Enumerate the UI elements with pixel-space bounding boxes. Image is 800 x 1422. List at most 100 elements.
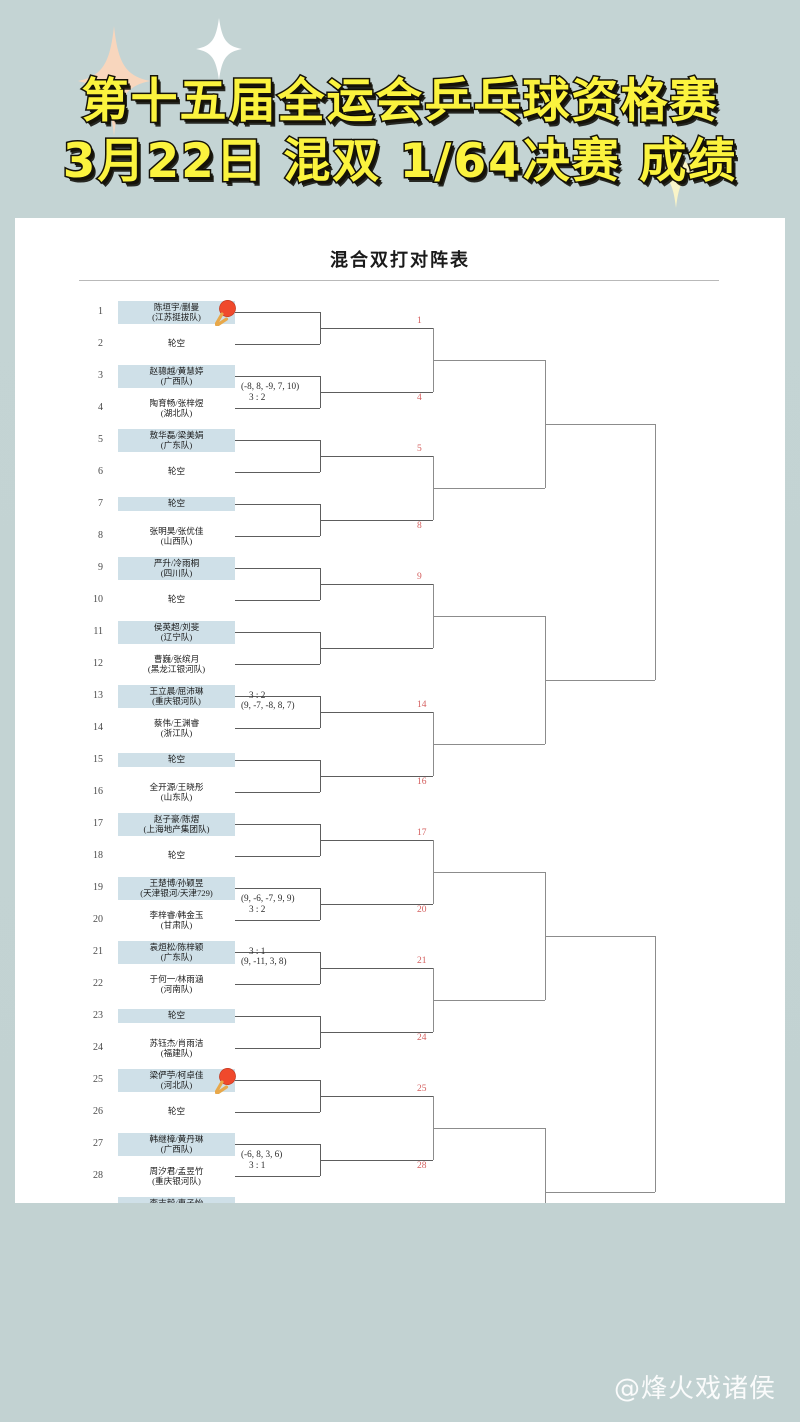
bracket-line — [320, 1032, 433, 1033]
bracket-entry-bye: 轮空 — [118, 337, 235, 351]
entry-players: 曹巍/张缤月 — [153, 653, 200, 664]
entry-players: 王立晨/屈沛琳 — [149, 685, 204, 696]
bracket-line — [320, 1160, 433, 1161]
match-set-score: 3 : 2 — [249, 904, 266, 914]
bracket-line — [235, 1176, 320, 1177]
entry-players: 张明昊/张优佳 — [149, 525, 204, 536]
winner-seed-label: 4 — [417, 393, 422, 403]
match-game-scores: (-8, 8, -9, 7, 10) — [241, 381, 300, 391]
winner-seed-label: 28 — [417, 1161, 427, 1171]
seed-number: 16 — [93, 786, 103, 797]
entry-team: (山东队) — [160, 792, 193, 802]
seed-number: 20 — [93, 914, 103, 925]
seed-number: 5 — [98, 434, 103, 445]
bracket-line — [320, 328, 433, 329]
ping-pong-paddle-icon — [214, 299, 237, 327]
bracket-line — [235, 1080, 320, 1081]
bracket-entry: 侯英超/刘斐 (辽宁队) — [118, 620, 235, 644]
seed-number: 23 — [93, 1010, 103, 1021]
entry-team: (江苏挺拔队) — [152, 312, 201, 322]
bracket-line — [655, 424, 656, 680]
seed-number: 2 — [98, 338, 103, 349]
entry-players: 王楚博/孙颖昱 — [149, 877, 204, 888]
bracket-line — [320, 712, 433, 713]
bracket-line — [235, 408, 320, 409]
winner-seed-label: 21 — [417, 956, 427, 966]
tournament-bracket: 1 陈垣宇/蒯曼 (江苏挺拔队) 2 轮空 3 赵骢越/黄慧婷 (广西队) 4 陶育畅/张梓煜 (湖… — [15, 288, 785, 1203]
bracket-entry: 严升/冷雨桐 (四川队) — [118, 556, 235, 580]
bracket-line — [320, 904, 433, 905]
winner-seed-label: 8 — [417, 521, 422, 531]
match-game-scores: (9, -6, -7, 9, 9) — [241, 893, 295, 903]
winner-seed-label: 17 — [417, 828, 427, 838]
bracket-entry: 韩继樟/黄丹琳 (广西队) — [118, 1132, 235, 1156]
entry-team: (广西队) — [160, 376, 193, 386]
bracket-line — [235, 312, 320, 313]
entry-players: 赵骢越/黄慧婷 — [149, 365, 204, 376]
seed-number: 29 — [81, 1202, 103, 1203]
bracket-line — [235, 536, 320, 537]
bracket-line — [235, 856, 320, 857]
bracket-line — [235, 344, 320, 345]
entry-players: 蔡伟/王渊睿 — [153, 717, 200, 728]
bracket-line — [235, 696, 320, 697]
bracket-line — [235, 632, 320, 633]
bracket-entry: 李志毅/惠子怡(江西银河队) — [118, 1196, 235, 1204]
entry-players: 袁烜松/陈梓颖 — [149, 941, 204, 952]
bracket-line — [545, 424, 655, 425]
match-game-scores: (9, -7, -8, 8, 7) — [241, 700, 295, 710]
seed-number: 15 — [93, 754, 103, 765]
entry-players: 韩继樟/黄丹琳 — [149, 1133, 204, 1144]
bracket-line — [320, 648, 433, 649]
match-set-score: 3 : 2 — [249, 392, 266, 402]
bracket-entry: 梁俨苧/柯卓佳 (河北队) — [118, 1068, 235, 1092]
bracket-line — [235, 760, 320, 761]
seed-number: 9 — [98, 562, 103, 573]
bracket-line — [320, 1096, 433, 1097]
bracket-entry: 于何一/林雨涵 (河南队) — [118, 973, 235, 996]
bracket-line — [235, 664, 320, 665]
entry-players: 侯英超/刘斐 — [153, 621, 200, 632]
entry-team: (四川队) — [160, 568, 193, 578]
ping-pong-paddle-icon — [214, 1067, 237, 1095]
match-set-score: 3 : 1 — [249, 1160, 266, 1170]
bracket-entry-bye: 轮空 — [118, 849, 235, 863]
bracket-line — [235, 888, 320, 889]
bracket-line — [433, 1128, 545, 1129]
seed-number: 26 — [93, 1106, 103, 1117]
document-title: 混合双打对阵表 — [330, 250, 470, 270]
bracket-document-card: 混合双打对阵表 1 陈垣宇/蒯曼 (江苏挺拔队) 2 轮空 3 赵骢越/黄慧婷 (广西队) 4 陶… — [15, 218, 785, 1203]
entry-players: 陈垣宇/蒯曼 — [153, 301, 200, 312]
bracket-line — [320, 392, 433, 393]
bracket-line — [320, 968, 433, 969]
seed-number: 8 — [98, 530, 103, 541]
title-banner: 第十五届全运会乒乓球资格赛 3月22日 混双 1/64决赛 成绩 — [0, 0, 800, 218]
bracket-line — [433, 872, 545, 873]
bracket-entry: 陈垣宇/蒯曼 (江苏挺拔队) — [118, 300, 235, 324]
entry-team: (黑龙江银河队) — [147, 664, 206, 674]
bracket-entry: 张明昊/张优佳 (山西队) — [118, 525, 235, 548]
winner-seed-label: 14 — [417, 700, 427, 710]
entry-players: 轮空 — [167, 1010, 186, 1020]
seed-number: 18 — [93, 850, 103, 861]
bracket-line — [235, 728, 320, 729]
entry-players: 轮空 — [167, 338, 186, 348]
bracket-line — [235, 792, 320, 793]
winner-seed-label: 5 — [417, 444, 422, 454]
bracket-line — [433, 360, 545, 361]
entry-players: 李梓睿/韩金玉 — [149, 909, 204, 920]
bracket-line — [320, 776, 433, 777]
bracket-line — [320, 840, 433, 841]
entry-team: (山西队) — [160, 536, 193, 546]
entry-players: 陶育畅/张梓煜 — [149, 397, 204, 408]
bracket-entry: 敖华磊/梁美娟 (广东队) — [118, 428, 235, 452]
seed-number: 3 — [98, 370, 103, 381]
seed-number: 4 — [98, 402, 103, 413]
bracket-line — [433, 744, 545, 745]
entry-players: 轮空 — [167, 1106, 186, 1116]
entry-team: (天津银河/天津729) — [140, 888, 213, 898]
seed-number: 19 — [93, 882, 103, 893]
bracket-entry: 王立晨/屈沛琳 (重庆银河队) — [118, 684, 235, 708]
entry-players: 李志毅/惠子怡 — [149, 1197, 204, 1204]
winner-seed-label: 1 — [417, 316, 422, 326]
